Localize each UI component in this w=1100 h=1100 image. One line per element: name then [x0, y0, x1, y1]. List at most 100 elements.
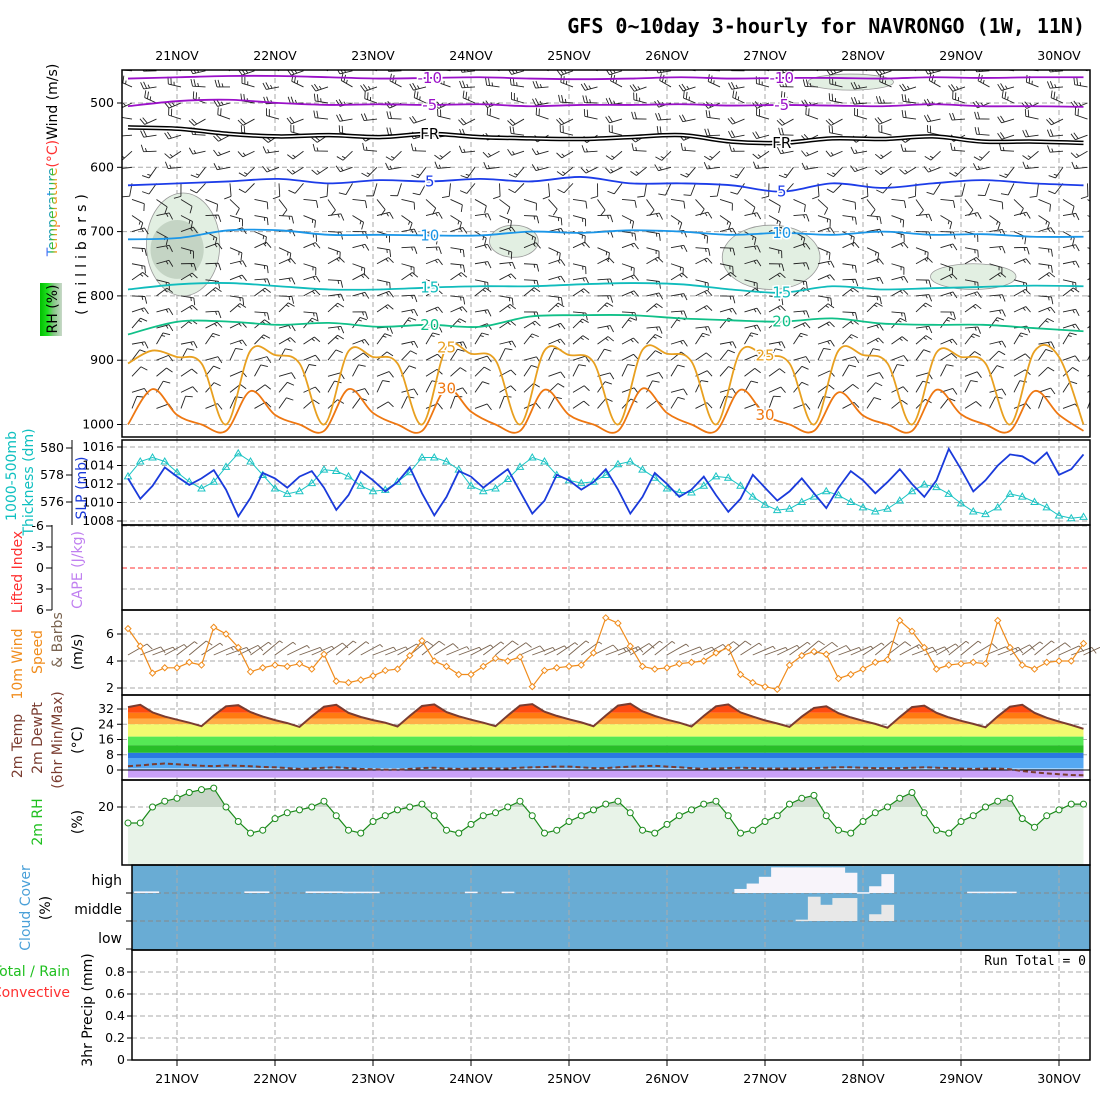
wind-label: Wind (m/s) [45, 64, 61, 140]
upper-wind-barb [850, 165, 868, 173]
upper-wind-barb [1013, 258, 1031, 265]
upper-wind-barb [678, 114, 696, 123]
top-date-label: 27NOV [743, 48, 787, 63]
rh-point [149, 803, 156, 811]
upper-wind-barb [352, 364, 366, 377]
upper-wind-barb [450, 215, 462, 230]
rh-point [320, 797, 328, 805]
upper-wind-barb [891, 317, 907, 329]
rh-point [234, 818, 242, 825]
upper-wind-barb [670, 310, 687, 318]
upper-wind-barb [778, 167, 794, 179]
upper-wind-barb [409, 82, 427, 91]
isotherm-label: 15 [772, 284, 791, 302]
wind-speed-point [687, 658, 696, 667]
upper-wind-barb [401, 340, 419, 348]
upper-wind-barb [572, 241, 590, 249]
upper-wind-barb [523, 287, 541, 297]
upper-wind-barb [646, 350, 663, 361]
upper-wind-barb [224, 183, 232, 200]
upper-wind-barb [597, 214, 614, 223]
upper-wind-barb [973, 150, 990, 161]
upper-wind-barb [842, 384, 859, 393]
upper-wind-barb [180, 226, 198, 234]
upper-wind-barb [499, 304, 517, 313]
upper-wind-barb [352, 339, 370, 346]
upper-wind-barb [670, 339, 688, 347]
upper-wind-barb [860, 183, 869, 200]
wind10-barb [838, 647, 862, 656]
run-total: Run Total = 0 [984, 954, 1086, 969]
thickness-point [883, 504, 892, 512]
wind10-barb [801, 640, 825, 656]
upper-wind-barb [900, 144, 917, 152]
upper-wind-barb [548, 371, 566, 379]
upper-wind-barb [474, 213, 492, 221]
upper-wind-barb [597, 247, 610, 261]
thickness-point [1017, 492, 1027, 500]
top-date-label: 25NOV [547, 48, 591, 63]
upper-wind-barb [866, 382, 883, 393]
upper-wind-barb [646, 326, 663, 334]
upper-wind-barb [597, 381, 612, 393]
upper-wind-barb [572, 318, 589, 329]
upper-wind-barb [952, 91, 966, 104]
wind10-barb [936, 643, 959, 656]
pressure-tick-label: 700 [90, 224, 114, 239]
upper-wind-barb [180, 263, 197, 271]
upper-wind-barb [719, 295, 736, 304]
upper-wind-barb [303, 364, 317, 377]
rh-point [1031, 823, 1038, 831]
upper-wind-barb [548, 247, 561, 261]
upper-wind-barb [768, 386, 786, 393]
wind10-barb [813, 641, 838, 656]
wind-speed-point [540, 666, 549, 675]
upper-wind-barb [801, 150, 819, 157]
upper-wind-barb [768, 348, 783, 361]
wind-speed-point [173, 664, 181, 672]
wind10-label-1: 10m Wind [10, 628, 26, 699]
upper-wind-barb [605, 115, 623, 124]
upper-wind-barb [335, 165, 353, 173]
rh-point [430, 812, 438, 820]
wind10-label-3: & Barbs [50, 612, 66, 668]
rh-point [369, 818, 377, 825]
wind-speed-point [883, 655, 892, 664]
rh-point [896, 794, 904, 802]
wind-speed-point [700, 657, 708, 665]
thickness-tick-label: 576 [40, 494, 64, 509]
thickness-tick-label: 580 [40, 440, 64, 455]
thickness-point [687, 488, 696, 496]
upper-wind-barb [1062, 355, 1080, 363]
upper-wind-barb [719, 215, 732, 230]
upper-wind-barb [842, 215, 857, 225]
upper-wind-barb [646, 256, 664, 265]
upper-wind-barb [989, 388, 1007, 396]
upper-wind-barb [131, 366, 148, 377]
upper-wind-barb [597, 257, 615, 265]
wind-speed-point [210, 623, 218, 631]
upper-wind-barb [361, 166, 378, 177]
chart-title: GFS 0~10day 3-hourly for NAVRONGO (1W, 1… [567, 14, 1085, 38]
upper-wind-barb [450, 263, 466, 273]
upper-wind-barb [1070, 132, 1088, 141]
isotherm-label: 30 [437, 379, 456, 397]
upper-air-panel-frame [121, 69, 1091, 438]
upper-wind-barb [499, 385, 517, 393]
rh-point [700, 800, 708, 808]
upper-wind-barb [842, 356, 860, 364]
cloud-bar-high [832, 867, 846, 893]
wind-speed-point [357, 676, 365, 684]
wind10-barb [752, 645, 776, 656]
upper-wind-barb [1013, 380, 1028, 393]
thickness-point [478, 486, 488, 495]
upper-wind-barb [817, 260, 835, 268]
upper-wind-barb [768, 341, 786, 349]
thickness-point [417, 452, 427, 461]
rh-point [724, 812, 732, 820]
upper-wind-barb [131, 307, 149, 315]
upper-wind-barb [401, 215, 413, 231]
thickness-point [785, 504, 794, 512]
upper-wind-barb [621, 274, 639, 281]
upper-wind-barb [866, 215, 882, 225]
